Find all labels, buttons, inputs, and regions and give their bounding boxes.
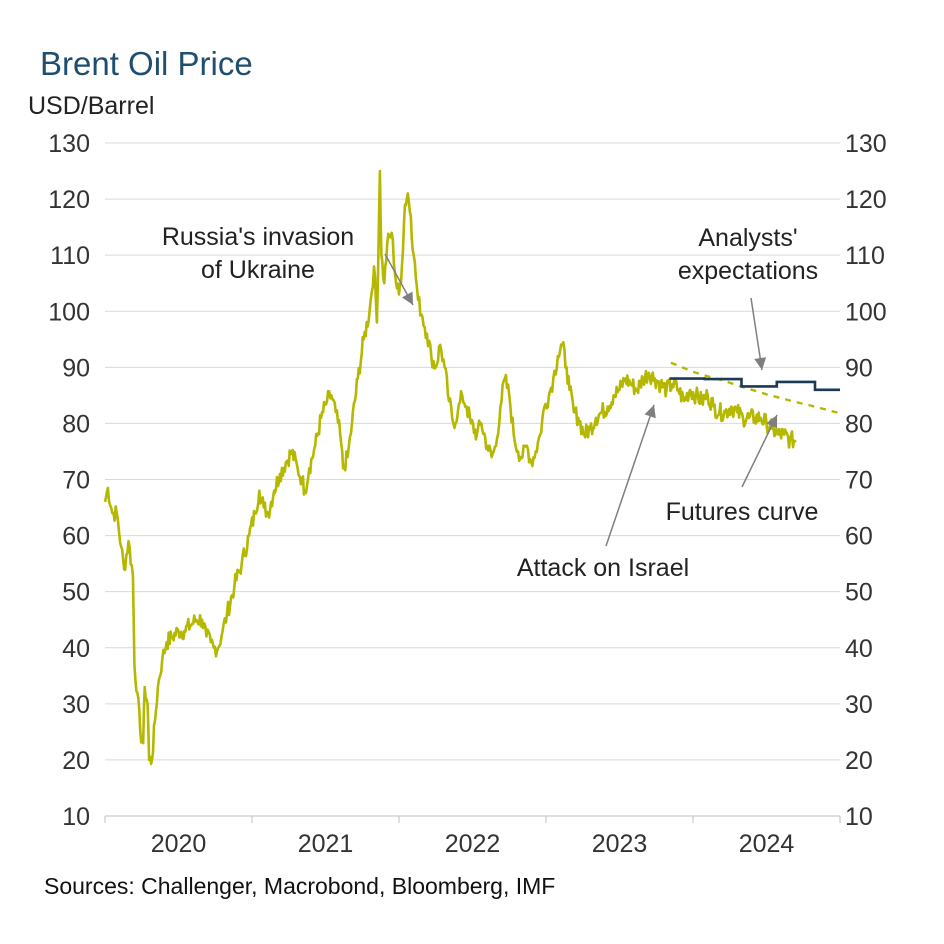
y-tick-label-right: 110 [845, 242, 885, 270]
annotation-text: of Ukraine [201, 256, 315, 284]
y-tick-label-right: 60 [845, 523, 873, 551]
price-line [103, 169, 797, 766]
y-tick-label-right: 130 [845, 130, 887, 158]
y-tick-label-left: 120 [48, 186, 90, 214]
annotations-layer: Russia's invasion of Ukraine Analysts' expe… [162, 223, 819, 582]
y-tick-label-left: 60 [62, 523, 90, 551]
y-tick-label-left: 50 [62, 579, 90, 607]
source-note: Sources: Challenger, Macrobond, Bloomber… [44, 873, 555, 899]
y-tick-label-right: 100 [845, 298, 887, 326]
x-axis: 2020 2021 2022 2023 2024 [104, 815, 841, 858]
annotation-arrow-line [605, 404, 655, 547]
y-tick-label-right: 120 [845, 186, 887, 214]
annotation-text: expectations [678, 257, 818, 285]
annotation-text: Analysts' [698, 224, 797, 252]
y-tick-label-right: 80 [845, 410, 873, 438]
y-tick-label-left: 30 [62, 691, 90, 719]
annotation-text: Russia's invasion [162, 223, 354, 251]
y-tick-label-right: 90 [845, 354, 873, 382]
x-tick-label: 2021 [298, 830, 354, 858]
y-tick-label-left: 20 [62, 747, 90, 775]
x-tick-label: 2023 [592, 830, 648, 858]
x-tick-label: 2024 [739, 830, 795, 858]
y-tick-label-right: 70 [845, 467, 873, 495]
y-tick-label-right: 30 [845, 691, 873, 719]
chart-title: Brent Oil Price [40, 45, 253, 82]
y-tick-label-right: 50 [845, 579, 873, 607]
y-tick-label-right: 10 [845, 803, 873, 831]
futures-curve-line [670, 361, 841, 415]
y-tick-label-left: 10 [62, 803, 90, 831]
y-tick-label-left: 80 [62, 410, 90, 438]
annotation-arrowhead [766, 415, 778, 429]
y-axis-unit-label: USD/Barrel [28, 92, 154, 120]
y-tick-label-left: 40 [62, 635, 90, 663]
y-axis-left: 130 120 110 100 90 80 70 60 50 40 30 20 10 [48, 130, 90, 831]
y-axis-right: 130 120 110 100 90 80 70 60 50 40 30 20 10 [845, 130, 887, 831]
y-tick-label-left: 110 [50, 242, 90, 270]
y-tick-label-left: 70 [62, 467, 90, 495]
y-tick-label-left: 100 [48, 298, 90, 326]
x-tick-label: 2020 [151, 830, 207, 858]
annotation-arrowhead [754, 357, 767, 370]
annotation-arrowhead [644, 405, 656, 419]
y-tick-label-right: 40 [845, 635, 873, 663]
annotation-arrowhead [402, 291, 413, 305]
y-tick-label-right: 20 [845, 747, 873, 775]
y-tick-label-left: 90 [62, 354, 90, 382]
annotation-text: Attack on Israel [517, 554, 689, 582]
series-layer [103, 169, 841, 766]
annotation-text: Futures curve [666, 498, 819, 526]
annotation-arrow-line [750, 297, 763, 371]
analysts-expectations-line [669, 377, 840, 392]
annotation-arrow-line [741, 414, 778, 488]
x-tick-label: 2022 [445, 830, 501, 858]
y-tick-label-left: 130 [48, 130, 90, 158]
